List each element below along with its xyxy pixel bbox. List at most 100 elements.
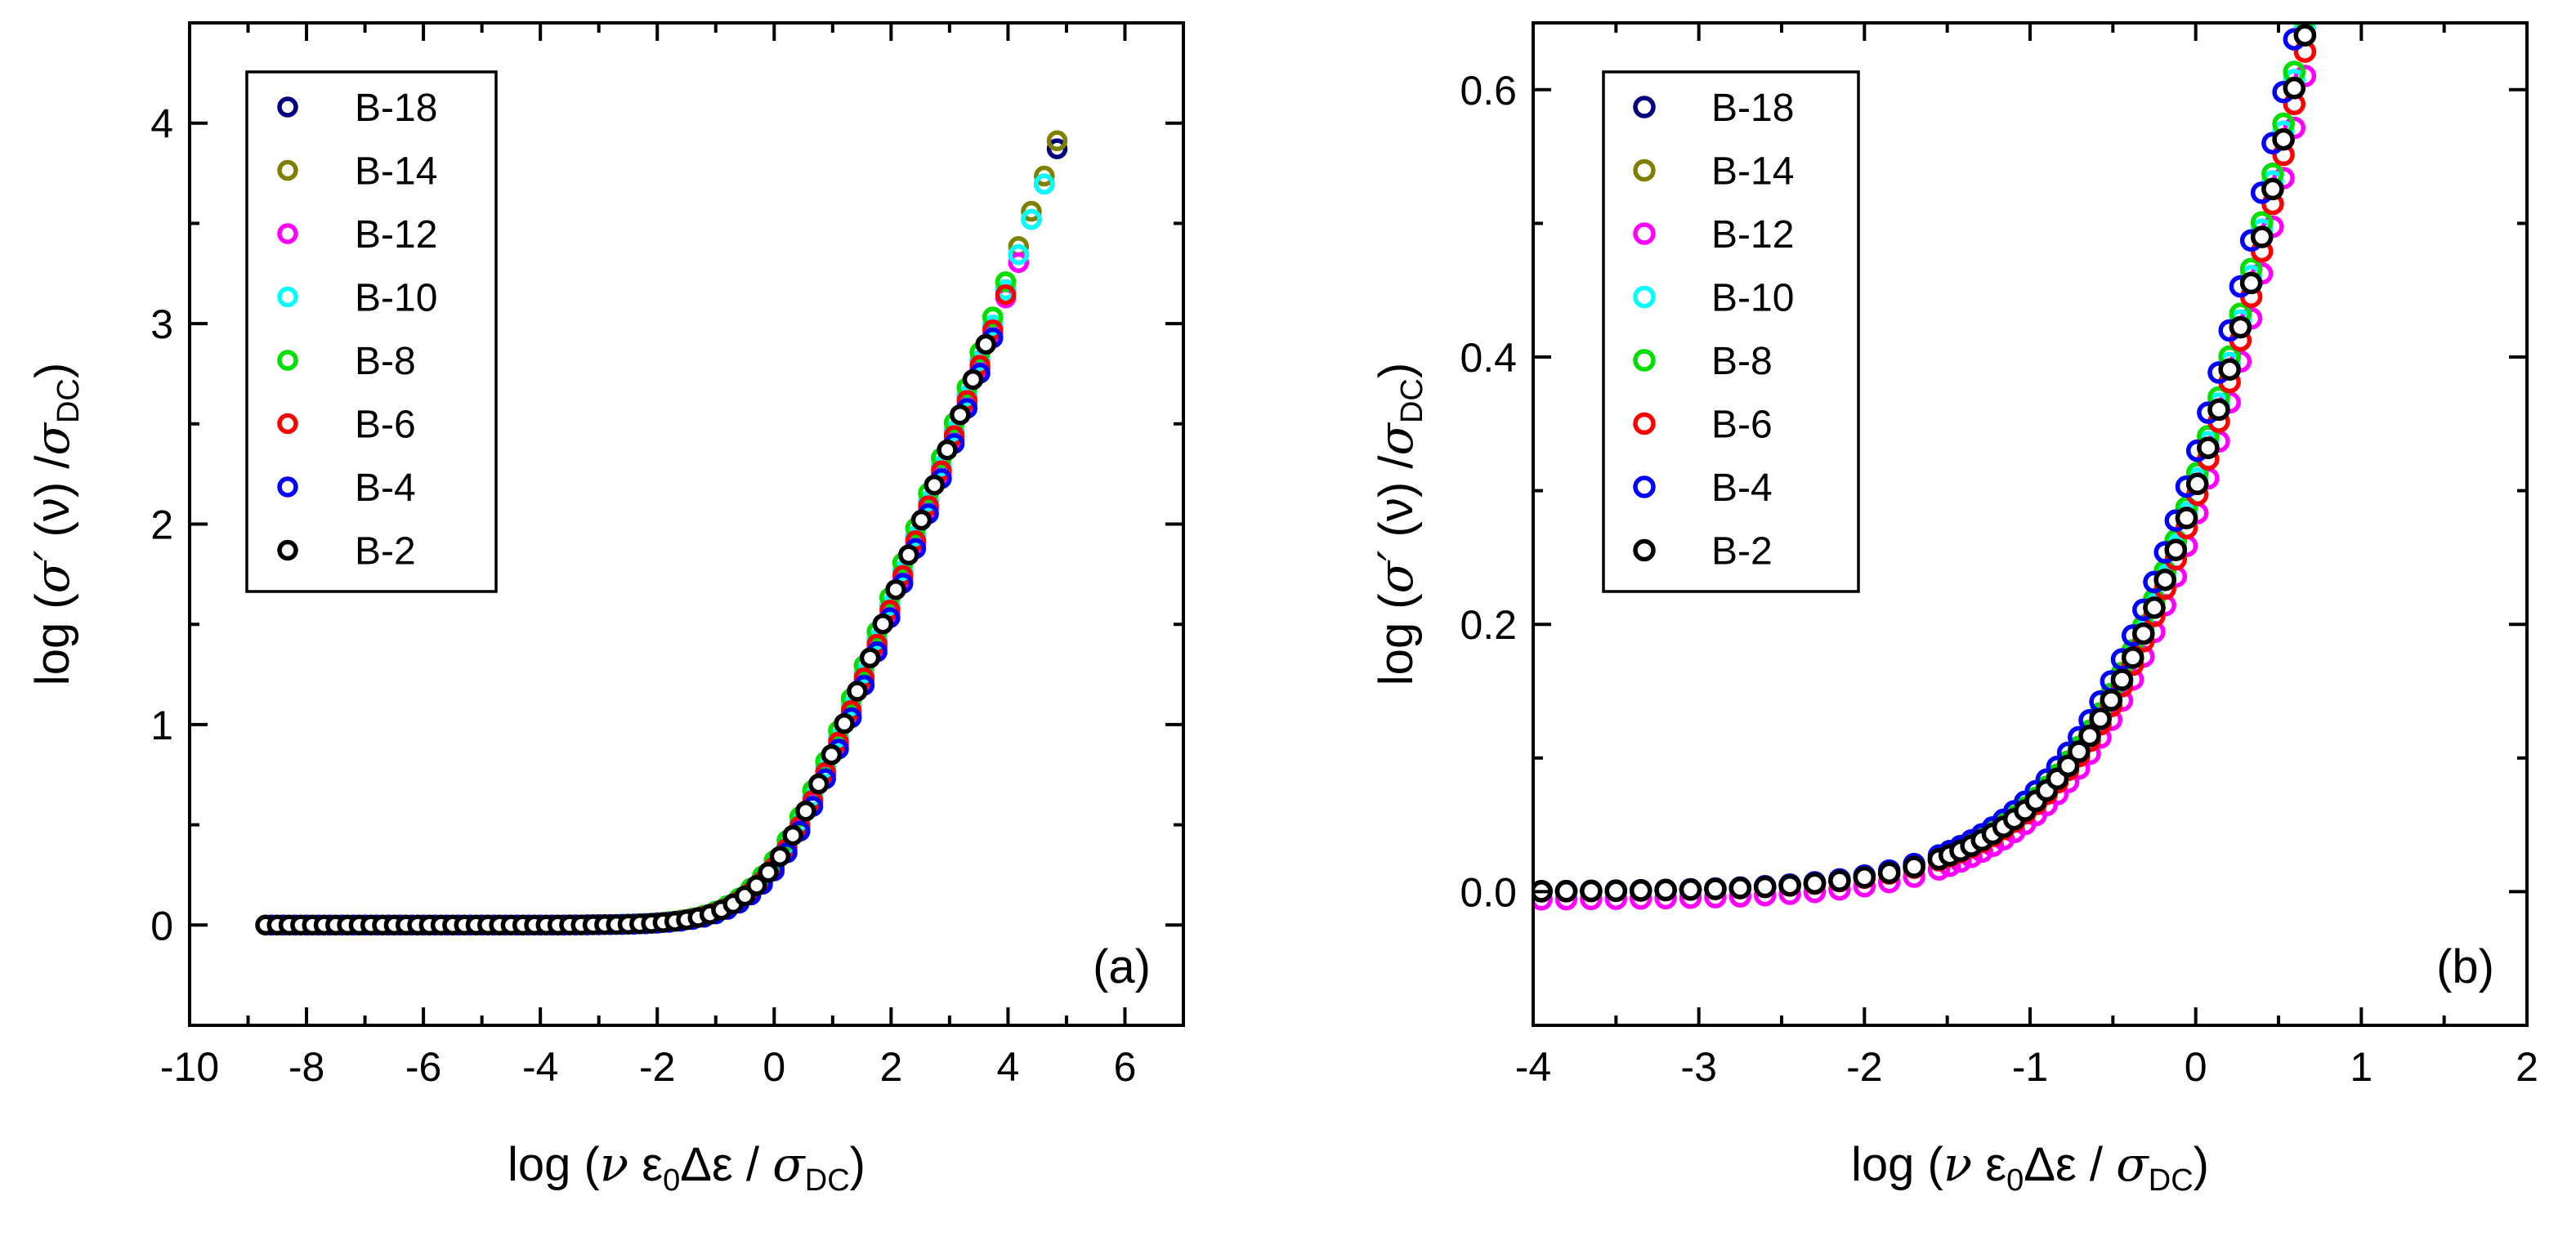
- legend-label: B-6: [1711, 404, 1773, 447]
- data-point: [2078, 725, 2101, 748]
- data-point: [1034, 173, 1055, 195]
- data-point: [2218, 358, 2241, 381]
- data-point: [962, 368, 984, 391]
- data-point: [2089, 708, 2112, 730]
- x-tick-label: -8: [288, 1044, 324, 1090]
- data-point: [1046, 130, 1068, 152]
- panel-b: -4 -3 -2 -1 0 1 2 0.0 0.2 0.4 0.6 log (ν ε0Δε / σDC…: [1368, 21, 2538, 1198]
- data-point: [2207, 398, 2230, 422]
- data-point: [2197, 436, 2220, 459]
- legend-marker: [277, 286, 298, 308]
- data-point: [2293, 24, 2317, 47]
- legend-marker: [277, 223, 298, 244]
- data-point: [1021, 208, 1042, 230]
- x-tick-label: 0: [763, 1044, 785, 1090]
- data-point: [2239, 271, 2263, 295]
- data-point: [950, 404, 971, 426]
- legend-marker: [1633, 158, 1656, 182]
- y-tick-label: 3: [150, 301, 173, 347]
- x-tick-label: -6: [405, 1044, 441, 1090]
- y-axis-title: log (σ′ (ν) /σDC): [1368, 363, 1429, 685]
- legend-label: B-8: [355, 340, 416, 383]
- y-tick-label: 1: [150, 703, 173, 748]
- y-tick-label: 0: [150, 903, 173, 949]
- data-point: [2185, 472, 2209, 496]
- x-tick-label: 6: [1114, 1044, 1137, 1090]
- data-point: [859, 647, 881, 669]
- data-point: [872, 613, 894, 635]
- data-point: [758, 862, 779, 883]
- legend-marker: [1633, 96, 1656, 118]
- data-point: [1046, 138, 1068, 159]
- data-point: [937, 439, 958, 461]
- legend-label: B-14: [1711, 150, 1794, 194]
- series-b-2: [255, 333, 996, 936]
- data-point: [982, 306, 1004, 328]
- legend-marker: [1633, 222, 1656, 245]
- data-point: [1008, 252, 1030, 274]
- data-point: [1629, 879, 1652, 902]
- x-tick-label: -3: [1680, 1044, 1716, 1090]
- data-point: [1679, 878, 1702, 901]
- x-tick-label: 1: [2350, 1044, 2373, 1090]
- data-point: [1704, 877, 1727, 900]
- data-point: [1903, 855, 1925, 878]
- data-point: [2132, 622, 2155, 645]
- legend-marker: [277, 350, 298, 371]
- legend-label: B-12: [355, 213, 437, 257]
- y-axis-title: log (σ′ (ν) /σDC): [25, 363, 86, 685]
- data-point: [2229, 315, 2252, 339]
- x-tick-label: -4: [1515, 1044, 1551, 1090]
- data-point: [2175, 507, 2198, 529]
- legend-marker: [277, 96, 298, 118]
- legend-marker: [1633, 349, 1656, 372]
- data-point: [2110, 668, 2134, 691]
- panel-a: -10 -8 -6 -4 -2 0 2 4 6 0 1 2 3 4 log (ν ε0Δε / σDC) lo…: [25, 21, 1185, 1198]
- data-point: [847, 681, 868, 702]
- series-b-2: [1533, 24, 2317, 903]
- legend-label: B-2: [355, 530, 416, 574]
- data-point: [2068, 740, 2091, 763]
- data-point: [2121, 646, 2144, 669]
- data-point: [1604, 879, 1628, 903]
- legend-marker: [1633, 412, 1656, 435]
- y-tick-label: 0.2: [1460, 602, 1517, 648]
- data-point: [2164, 538, 2188, 561]
- x-tick-label: -4: [522, 1044, 558, 1090]
- data-point: [2056, 754, 2080, 778]
- x-tick-label: -10: [160, 1044, 219, 1090]
- data-point: [1729, 877, 1752, 900]
- legend-marker: [277, 413, 298, 435]
- data-point: [746, 875, 767, 896]
- data-markers: [1533, 23, 2317, 911]
- data-point: [782, 824, 803, 846]
- x-axis-title: log (ν ε0Δε / σDC): [1851, 1136, 2209, 1198]
- y-tick-label: 0.6: [1460, 68, 1517, 114]
- data-point: [975, 333, 996, 355]
- data-point: [1554, 880, 1578, 903]
- legend-marker: [1633, 538, 1656, 562]
- legend: B-18 B-14 B-12 B-10 B-8 B-6 B-4 B-2: [1602, 70, 1860, 593]
- x-tick-label: 2: [879, 1044, 902, 1090]
- legend-marker: [277, 476, 298, 498]
- x-tick-label: -2: [639, 1044, 675, 1090]
- legend: B-18 B-14 B-12 B-10 B-8 B-6 B-4 B-2: [245, 70, 498, 593]
- data-point: [2143, 596, 2166, 619]
- y-tick-label: 0.4: [1460, 335, 1517, 381]
- data-point: [1853, 866, 1876, 889]
- x-tick-label: 4: [997, 1044, 1020, 1090]
- legend-marker: [1633, 475, 1656, 498]
- legend-marker: [1633, 285, 1656, 309]
- legend-label: B-12: [1711, 213, 1794, 257]
- data-point: [924, 474, 946, 496]
- data-point: [795, 800, 816, 822]
- x-tick-label: 0: [2185, 1044, 2207, 1090]
- legend-label: B-8: [1711, 340, 1773, 383]
- legend-label: B-10: [355, 277, 437, 320]
- panel-label: (a): [1093, 940, 1151, 993]
- legend-label: B-4: [355, 466, 416, 510]
- legend-box: [245, 70, 498, 593]
- data-point: [1828, 869, 1851, 892]
- data-point: [885, 578, 906, 600]
